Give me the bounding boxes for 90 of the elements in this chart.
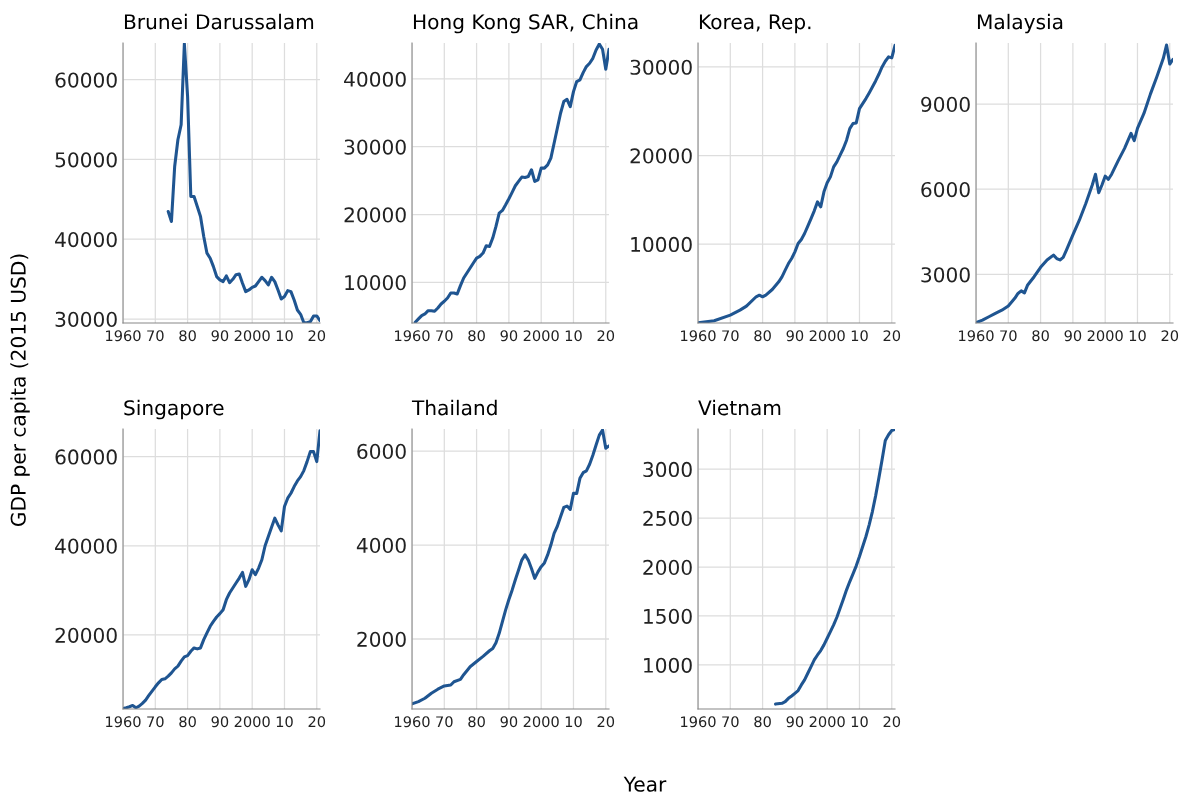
x-tick-label: 1960 (106, 330, 141, 342)
x-tick-label: 10 (851, 330, 868, 342)
y-tick-label: 2000 (357, 631, 406, 647)
y-tick-label: 2500 (643, 510, 692, 527)
x-tick-label: 2000 (1087, 330, 1123, 342)
y-tick-label: 6000 (357, 443, 406, 460)
x-tick-label: 1960 (681, 716, 716, 728)
x-tick-label: 20 (1161, 330, 1179, 342)
x-tick-label: 1960 (106, 716, 141, 728)
x-axis-title: Year (623, 776, 667, 792)
x-tick-label: 1960 (681, 330, 716, 342)
y-tick-label: 4000 (356, 537, 406, 553)
x-tick-label: 70 (436, 330, 453, 342)
line-series (412, 429, 609, 706)
x-tick-label: 80 (179, 716, 196, 728)
x-tick-label: 20 (883, 716, 901, 728)
x-tick-label: 80 (468, 330, 485, 342)
y-tick-label: 3000 (921, 267, 970, 283)
y-tick-label: 40000 (55, 538, 117, 554)
x-tick-label: 90 (1064, 330, 1082, 342)
y-tick-label: 10000 (345, 275, 406, 291)
x-tick-label: 10 (851, 716, 868, 728)
x-tick-label: 70 (147, 716, 164, 728)
x-tick-label: 2000 (809, 330, 845, 342)
x-tick-label: 10 (276, 716, 293, 728)
y-tick-label: 9000 (921, 96, 970, 112)
x-tick-label: 70 (436, 716, 453, 728)
y-tick-label: 30000 (344, 139, 406, 155)
x-tick-label: 10 (565, 716, 582, 728)
y-tick-label: 20000 (344, 207, 406, 223)
x-tick-label: 70 (1000, 330, 1017, 342)
x-tick-label: 2000 (523, 716, 559, 728)
x-tick-label: 2000 (523, 330, 559, 342)
y-tick-label: 20000 (630, 148, 692, 164)
chart-title: Korea, Rep. (699, 14, 811, 34)
x-tick-label: 1960 (395, 716, 430, 728)
x-tick-label: 70 (722, 716, 739, 728)
y-tick-label: 6000 (921, 181, 970, 198)
chart-title: Brunei Darussalam (124, 13, 314, 30)
x-tick-label: 20 (883, 330, 901, 342)
y-tick-label: 3000 (643, 461, 692, 478)
x-tick-label: 90 (211, 716, 229, 728)
x-tick-label: 20 (597, 330, 615, 342)
y-axis-title: GDP per capita (2015 USD) (10, 254, 30, 527)
y-tick-label: 50000 (55, 152, 117, 168)
y-tick-label: 40000 (55, 231, 117, 248)
x-tick-label: 90 (500, 330, 518, 342)
x-tick-label: 1960 (395, 330, 430, 342)
x-tick-label: 10 (565, 330, 582, 342)
x-tick-label: 1960 (959, 330, 994, 342)
x-tick-label: 80 (468, 716, 485, 728)
chart-title: Thailand (411, 399, 497, 416)
chart-title: Singapore (124, 399, 224, 420)
x-tick-label: 20 (308, 330, 326, 342)
x-tick-label: 10 (276, 330, 293, 342)
x-tick-label: 90 (211, 330, 229, 342)
y-tick-label: 40000 (344, 71, 406, 87)
x-tick-label: 90 (500, 716, 518, 728)
x-tick-label: 90 (786, 330, 804, 342)
y-tick-label: 1500 (644, 608, 692, 624)
x-tick-label: 2000 (234, 330, 270, 342)
x-tick-label: 10 (1129, 330, 1146, 342)
y-tick-label: 1000 (644, 657, 692, 673)
x-tick-label: 70 (147, 330, 164, 342)
line-series (976, 43, 1173, 323)
x-tick-label: 2000 (809, 716, 845, 728)
x-tick-label: 2000 (234, 716, 270, 728)
line-series (698, 43, 895, 323)
y-tick-label: 60000 (55, 72, 117, 88)
chart-title: Hong Kong SAR, China (413, 13, 638, 34)
x-tick-label: 20 (308, 716, 326, 728)
line-series (773, 429, 895, 706)
chart-title: Malaysia (977, 13, 1063, 34)
chart-title: Vietnam (698, 399, 781, 416)
y-tick-label: 20000 (55, 627, 117, 643)
y-tick-label: 30000 (55, 311, 117, 327)
x-tick-label: 80 (1032, 330, 1049, 342)
line-series (123, 429, 320, 709)
x-tick-label: 90 (786, 716, 804, 728)
y-tick-label: 60000 (55, 449, 117, 465)
y-tick-label: 30000 (630, 59, 692, 75)
y-tick-label: 2000 (643, 559, 692, 575)
x-tick-label: 80 (754, 330, 771, 342)
x-tick-label: 80 (179, 330, 196, 342)
x-tick-label: 80 (754, 716, 771, 728)
line-series (166, 43, 320, 323)
x-tick-label: 70 (722, 330, 739, 342)
line-series (413, 43, 609, 323)
y-tick-label: 10000 (631, 236, 692, 253)
x-tick-label: 20 (597, 716, 615, 728)
